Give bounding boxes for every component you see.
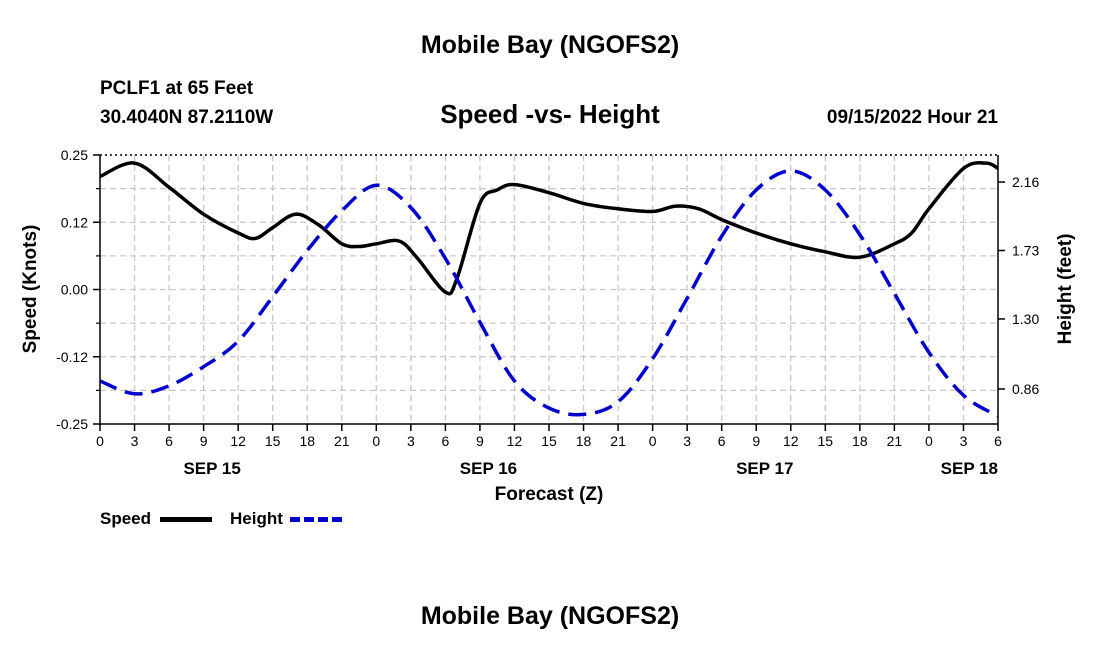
x-tick-label: 15 (541, 433, 557, 449)
x-tick-label: 3 (407, 433, 415, 449)
y2-axis-label: Height (feet) (1055, 234, 1076, 345)
x-tick-label: 15 (818, 433, 834, 449)
y2-tick-label: 1.30 (1012, 311, 1039, 327)
x-tick-label: 15 (265, 433, 281, 449)
y-tick-label: 0.25 (61, 147, 88, 163)
grid-lines (100, 155, 998, 424)
legend-height-swatch (290, 517, 342, 522)
series-lines (99, 161, 999, 418)
x-tick-label: 0 (372, 433, 380, 449)
y-axis-label: Speed (Knots) (20, 225, 41, 354)
x-tick-label: 18 (852, 433, 868, 449)
y-tick-label: -0.12 (56, 349, 88, 365)
x-tick-label: 0 (649, 433, 657, 449)
forecast-timestamp: 09/15/2022 Hour 21 (826, 107, 998, 128)
x-axis-label: Forecast (Z) (495, 484, 604, 505)
x-tick-label: 18 (299, 433, 315, 449)
x-tick-label: 9 (752, 433, 760, 449)
chart-title: Speed -vs- Height (440, 99, 660, 129)
x-tick-label: 21 (334, 433, 350, 449)
top-title: Mobile Bay (NGOFS2) (420, 31, 680, 59)
x-tick-label: 0 (925, 433, 933, 449)
y2-tick-label: 0.86 (1012, 381, 1039, 397)
date-label: SEP 17 (736, 459, 793, 478)
y2-tick-label: 1.73 (1012, 243, 1039, 259)
x-tick-label: 6 (165, 433, 173, 449)
x-tick-label: 3 (131, 433, 139, 449)
date-label: SEP 18 (941, 459, 998, 478)
legend-height-label: Height (230, 509, 283, 528)
x-tick-label: 6 (441, 433, 449, 449)
x-tick-label: 6 (718, 433, 726, 449)
x-tick-label: 9 (476, 433, 484, 449)
bottom-title: Mobile Bay (NGOFS2) (420, 602, 680, 630)
x-tick-label: 21 (610, 433, 626, 449)
legend-speed-swatch (160, 517, 212, 522)
station-name: PCLF1 at 65 Feet (100, 78, 254, 99)
date-label: SEP 15 (183, 459, 240, 478)
x-tick-label: 18 (576, 433, 592, 449)
y-tick-label: 0.00 (61, 282, 88, 298)
legend-speed-label: Speed (100, 509, 152, 528)
x-tick-label: 0 (96, 433, 104, 449)
station-coordinates: 30.4040N 87.2110W (100, 107, 274, 128)
x-tick-label: 12 (230, 433, 246, 449)
series-line-speed (99, 161, 999, 296)
date-label: SEP 16 (460, 459, 517, 478)
x-tick-label: 6 (994, 433, 1002, 449)
x-tick-label: 3 (960, 433, 968, 449)
y2-tick-label: 2.16 (1012, 174, 1039, 190)
x-tick-label: 12 (507, 433, 523, 449)
y-tick-label: 0.12 (61, 214, 88, 230)
x-tick-label: 9 (200, 433, 208, 449)
x-tick-label: 3 (683, 433, 691, 449)
x-tick-label: 21 (887, 433, 903, 449)
y-tick-label: -0.25 (56, 416, 88, 432)
series-line-height (99, 169, 999, 418)
x-tick-label: 12 (783, 433, 799, 449)
axes: 0.25 0.12 0.00 -0.12 -0.25 2.16 1.73 1.30 0.86 0 3… (56, 147, 1039, 478)
